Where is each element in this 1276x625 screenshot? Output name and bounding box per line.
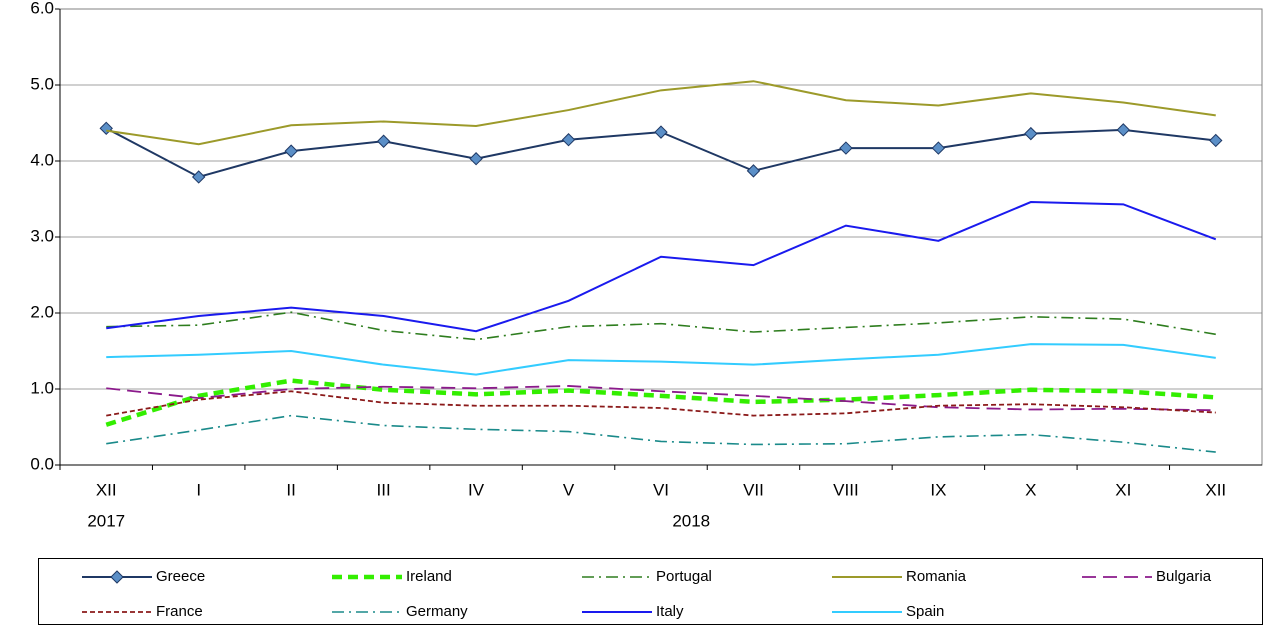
legend: Greece Ireland Portugal Romania Bulgaria Fran… xyxy=(82,568,1212,620)
marker xyxy=(839,141,853,155)
legend-label: Italy xyxy=(656,603,684,620)
series-line xyxy=(106,414,1216,453)
legend-label: Ireland xyxy=(406,568,452,585)
x-tick-label: VI xyxy=(653,480,669,499)
x-group-label: 2017 xyxy=(87,511,125,530)
marker xyxy=(746,164,761,178)
x-tick-label: IV xyxy=(468,480,485,499)
x-tick-label: VII xyxy=(743,480,764,499)
x-group-label: 2018 xyxy=(672,511,710,530)
marker xyxy=(191,170,206,184)
marker xyxy=(469,152,483,166)
marker xyxy=(1024,126,1038,141)
x-tick-label: III xyxy=(377,480,391,499)
y-tick-label: 5.0 xyxy=(30,74,54,93)
legend-marker xyxy=(110,570,124,584)
x-tick-label: XII xyxy=(1205,480,1226,499)
marker xyxy=(1209,133,1223,148)
x-tick-label: V xyxy=(563,480,575,499)
marker xyxy=(654,125,668,139)
series-line xyxy=(106,80,1216,146)
series-line xyxy=(106,311,1216,341)
legend-label: Bulgaria xyxy=(1156,568,1212,585)
legend-box xyxy=(38,558,1263,625)
y-tick-label: 1.0 xyxy=(30,378,54,397)
legend-label: Romania xyxy=(906,568,967,585)
y-tick-label: 4.0 xyxy=(30,150,54,169)
y-tick-label: 2.0 xyxy=(30,302,54,321)
x-tick-label: IX xyxy=(930,480,946,499)
x-tick-label: VIII xyxy=(833,480,859,499)
x-tick-label: XII xyxy=(96,480,117,499)
marker xyxy=(1116,123,1131,137)
marker xyxy=(376,134,391,148)
series-line xyxy=(106,201,1217,333)
marker xyxy=(561,133,576,147)
series-line xyxy=(106,343,1216,376)
x-tick-label: XI xyxy=(1115,480,1131,499)
marker xyxy=(931,141,946,155)
y-tick-label: 0.0 xyxy=(30,454,54,473)
legend-label: France xyxy=(156,603,203,620)
x-tick-label: II xyxy=(286,480,295,499)
series-line xyxy=(106,390,1216,417)
y-tick-label: 6.0 xyxy=(30,0,54,17)
marker xyxy=(284,144,298,158)
series-line xyxy=(106,385,1216,412)
marker xyxy=(99,121,113,136)
series-line xyxy=(105,378,1216,427)
y-tick-label: 3.0 xyxy=(30,226,54,245)
legend-label: Spain xyxy=(906,603,944,620)
legend-label: Portugal xyxy=(656,568,712,585)
x-tick-label: X xyxy=(1025,480,1036,499)
legend-label: Germany xyxy=(406,603,468,620)
x-tick-label: I xyxy=(196,480,201,499)
legend-label: Greece xyxy=(156,568,205,585)
